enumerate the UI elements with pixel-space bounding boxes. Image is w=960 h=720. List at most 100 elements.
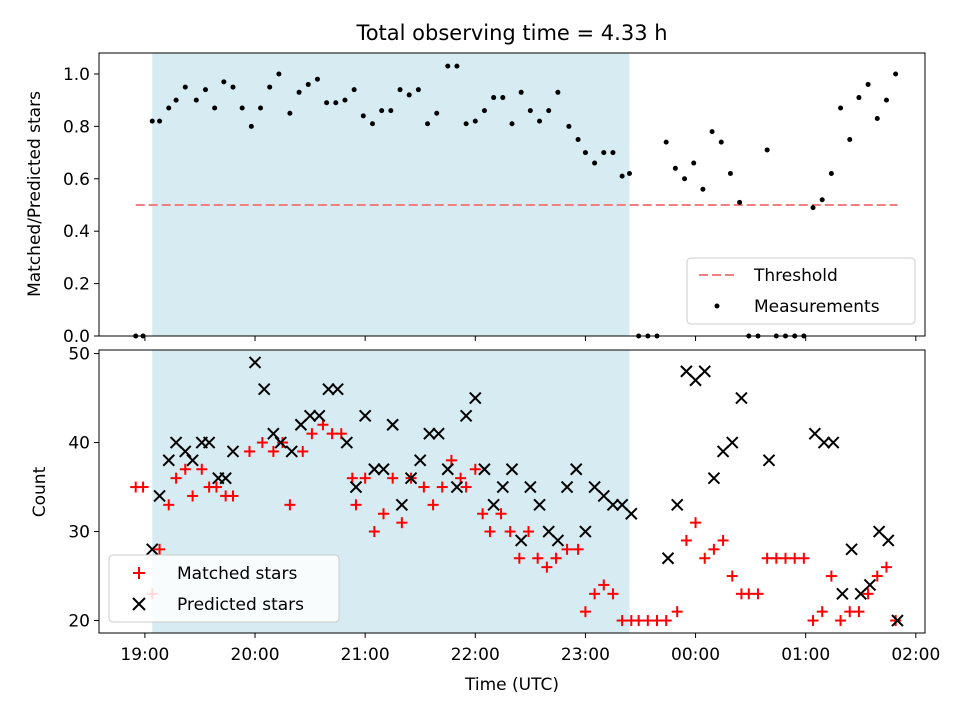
measurement-point — [397, 87, 403, 93]
predicted-star-point — [358, 409, 372, 423]
measurement-point — [847, 136, 853, 142]
predicted-star-point — [579, 525, 592, 538]
measurement-point — [619, 173, 625, 179]
matched-star-point — [598, 579, 610, 591]
measurement-point — [883, 97, 889, 103]
predicted-star-point — [533, 498, 546, 512]
measurement-point — [575, 136, 581, 142]
measurement-point — [555, 89, 561, 95]
predicted-star-point — [186, 454, 199, 467]
matched-star-point — [844, 606, 856, 618]
predicted-star-point — [395, 498, 409, 512]
predicted-star-point — [606, 498, 620, 512]
matched-star-point — [137, 481, 149, 493]
matched-star-point — [779, 552, 791, 564]
measurement-point — [865, 81, 871, 87]
matched-star-point — [477, 508, 489, 520]
y-tick-label: 30 — [68, 523, 90, 543]
measurement-point — [388, 108, 394, 114]
predicted-star-point — [570, 463, 583, 476]
predicted-star-point — [340, 436, 354, 449]
predicted-star-point — [441, 463, 454, 476]
matched-star-point — [761, 552, 773, 564]
bottom-axes-frame — [98, 349, 926, 634]
measurement-point — [333, 100, 339, 106]
measurement-point — [672, 165, 678, 171]
matched-star-point — [550, 552, 562, 564]
matched-star-point — [660, 615, 672, 627]
matched-star-point — [460, 481, 472, 493]
measurement-point — [819, 197, 825, 203]
matched-star-point — [651, 615, 663, 627]
y-tick-label: 0.0 — [63, 327, 90, 347]
predicted-star-point — [274, 436, 287, 449]
matched-star-point — [690, 517, 702, 529]
matched-star-point — [607, 588, 619, 600]
measurement-point — [709, 129, 715, 135]
measurement-point — [481, 108, 487, 114]
matched-star-point — [154, 543, 166, 555]
matched-star-point — [436, 481, 448, 493]
top-y-axis-label: Matched/Predicted stars — [25, 91, 45, 297]
measurement-point — [415, 87, 421, 93]
y-tick-label: 50 — [68, 345, 90, 365]
y-tick-label: 1.0 — [63, 65, 90, 85]
bottom-legend: Matched stars Predicted stars — [108, 554, 340, 623]
matched-star-point — [187, 490, 199, 502]
measurement-point — [239, 105, 245, 111]
predicted-star-point — [698, 365, 711, 378]
matched-star-point — [484, 526, 496, 538]
predicted-star-point — [377, 463, 390, 476]
predicted-star-point — [459, 409, 473, 423]
measurement-point — [810, 205, 816, 211]
measurement-point — [287, 110, 293, 116]
measurement-point — [434, 110, 440, 116]
matched-star-point — [616, 615, 628, 627]
matched-star-point — [572, 543, 584, 555]
matched-star-point — [256, 437, 268, 449]
matched-star-point — [495, 508, 507, 520]
matched-star-point — [469, 463, 481, 475]
measurement-point — [893, 71, 899, 77]
measurement-point — [546, 108, 552, 114]
measurement-point — [212, 105, 218, 111]
measurement-point — [166, 105, 172, 111]
count-panel: 19:00 20:00 21:00 22:00 23:00 00:00 01:00 02:00… — [30, 345, 940, 695]
measurement-point — [727, 171, 733, 177]
x-axis-label: Time (UTC) — [464, 675, 559, 695]
measurement-point — [682, 176, 688, 182]
predicted-star-point — [368, 463, 381, 476]
predicted-star-point — [560, 480, 574, 494]
observing-window-shade-top — [152, 53, 630, 336]
top-axes-frame — [98, 52, 926, 337]
y-tick-label: 20 — [68, 612, 90, 632]
matched-star-point — [825, 570, 837, 582]
x-tick-label: 22:00 — [451, 645, 500, 665]
measurement-point — [509, 121, 515, 127]
matched-star-point — [170, 472, 182, 484]
matched-star-point — [227, 490, 239, 502]
measurement-point — [157, 118, 163, 124]
measurement-point — [379, 108, 385, 114]
measurement-point — [691, 160, 697, 166]
predicted-star-point — [845, 543, 858, 556]
predicted-star-point — [707, 471, 721, 485]
matched-star-point — [445, 454, 457, 466]
y-tick-label: 0.6 — [63, 170, 90, 190]
measurement-point — [324, 100, 330, 106]
x-tick-label: 23:00 — [561, 645, 610, 665]
measurement-point — [276, 71, 282, 77]
x-tick-label: 20:00 — [231, 645, 280, 665]
matched-star-point — [633, 615, 645, 627]
x-tick-label: 21:00 — [341, 645, 390, 665]
matched-star-point — [561, 543, 573, 555]
measurements-legend-label: Measurements — [754, 297, 880, 317]
predicted-star-point — [762, 454, 776, 467]
predicted-star-point — [257, 382, 271, 396]
bottom-y-axis-label: Count — [30, 466, 50, 517]
predicted-star-point — [423, 427, 436, 440]
matched-star-point — [752, 588, 764, 600]
predicted-star-point — [551, 534, 565, 547]
measurement-point — [296, 89, 302, 95]
measurement-point — [838, 105, 844, 111]
